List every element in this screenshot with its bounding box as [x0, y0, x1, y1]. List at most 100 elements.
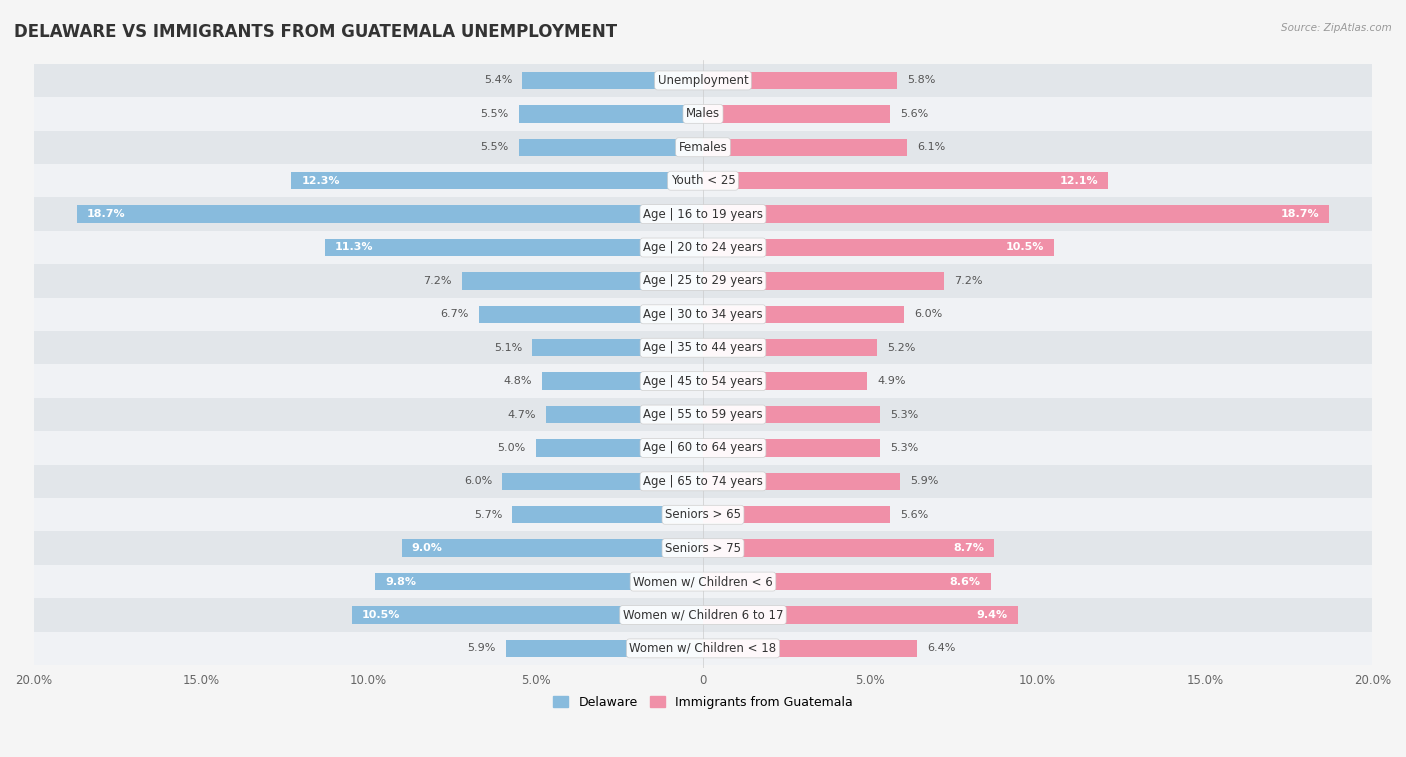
- Bar: [34, 64, 1372, 97]
- Bar: [402, 540, 703, 557]
- Bar: [34, 198, 1372, 231]
- Text: 5.3%: 5.3%: [890, 443, 918, 453]
- Text: 10.5%: 10.5%: [1007, 242, 1045, 253]
- Bar: [703, 139, 907, 156]
- Bar: [34, 531, 1372, 565]
- Text: 5.9%: 5.9%: [911, 476, 939, 486]
- Text: Age | 25 to 29 years: Age | 25 to 29 years: [643, 274, 763, 288]
- Bar: [291, 172, 703, 189]
- Bar: [703, 205, 1329, 223]
- Bar: [502, 472, 703, 490]
- Text: 5.4%: 5.4%: [484, 76, 512, 86]
- Text: 6.1%: 6.1%: [917, 142, 945, 152]
- Bar: [703, 172, 1108, 189]
- Bar: [352, 606, 703, 624]
- Bar: [519, 139, 703, 156]
- Bar: [703, 339, 877, 357]
- Bar: [703, 238, 1054, 256]
- Text: 6.0%: 6.0%: [914, 310, 942, 319]
- Text: Age | 35 to 44 years: Age | 35 to 44 years: [643, 341, 763, 354]
- Bar: [703, 640, 917, 657]
- Text: 10.5%: 10.5%: [361, 610, 399, 620]
- Bar: [506, 640, 703, 657]
- Bar: [34, 298, 1372, 331]
- Text: Females: Females: [679, 141, 727, 154]
- Text: 4.7%: 4.7%: [508, 410, 536, 419]
- Text: 12.1%: 12.1%: [1059, 176, 1098, 185]
- Bar: [325, 238, 703, 256]
- Bar: [703, 506, 890, 523]
- Bar: [703, 540, 994, 557]
- Text: Seniors > 75: Seniors > 75: [665, 542, 741, 555]
- Text: 5.0%: 5.0%: [498, 443, 526, 453]
- Text: 11.3%: 11.3%: [335, 242, 374, 253]
- Text: 5.1%: 5.1%: [494, 343, 522, 353]
- Text: Women w/ Children < 18: Women w/ Children < 18: [630, 642, 776, 655]
- Text: 4.8%: 4.8%: [503, 376, 533, 386]
- Text: 5.3%: 5.3%: [890, 410, 918, 419]
- Text: Age | 55 to 59 years: Age | 55 to 59 years: [643, 408, 763, 421]
- Text: 6.7%: 6.7%: [440, 310, 468, 319]
- Text: Source: ZipAtlas.com: Source: ZipAtlas.com: [1281, 23, 1392, 33]
- Bar: [77, 205, 703, 223]
- Bar: [522, 72, 703, 89]
- Text: 18.7%: 18.7%: [1281, 209, 1319, 219]
- Bar: [703, 372, 868, 390]
- Text: 12.3%: 12.3%: [301, 176, 340, 185]
- Bar: [533, 339, 703, 357]
- Bar: [703, 306, 904, 323]
- Text: Age | 20 to 24 years: Age | 20 to 24 years: [643, 241, 763, 254]
- Bar: [375, 573, 703, 590]
- Bar: [478, 306, 703, 323]
- Bar: [34, 264, 1372, 298]
- Text: 5.2%: 5.2%: [887, 343, 915, 353]
- Bar: [703, 439, 880, 456]
- Bar: [703, 472, 900, 490]
- Text: 7.2%: 7.2%: [955, 276, 983, 286]
- Text: 7.2%: 7.2%: [423, 276, 451, 286]
- Bar: [703, 273, 943, 290]
- Text: 4.9%: 4.9%: [877, 376, 905, 386]
- Text: 5.7%: 5.7%: [474, 509, 502, 520]
- Bar: [512, 506, 703, 523]
- Bar: [536, 439, 703, 456]
- Bar: [34, 431, 1372, 465]
- Text: Age | 60 to 64 years: Age | 60 to 64 years: [643, 441, 763, 454]
- Legend: Delaware, Immigrants from Guatemala: Delaware, Immigrants from Guatemala: [548, 691, 858, 714]
- Bar: [34, 130, 1372, 164]
- Bar: [34, 598, 1372, 631]
- Bar: [543, 372, 703, 390]
- Bar: [463, 273, 703, 290]
- Text: Women w/ Children 6 to 17: Women w/ Children 6 to 17: [623, 609, 783, 621]
- Text: DELAWARE VS IMMIGRANTS FROM GUATEMALA UNEMPLOYMENT: DELAWARE VS IMMIGRANTS FROM GUATEMALA UN…: [14, 23, 617, 41]
- Text: 5.6%: 5.6%: [900, 109, 929, 119]
- Text: 5.5%: 5.5%: [481, 109, 509, 119]
- Bar: [34, 631, 1372, 665]
- Bar: [34, 164, 1372, 198]
- Bar: [703, 406, 880, 423]
- Bar: [703, 573, 991, 590]
- Text: 9.4%: 9.4%: [977, 610, 1008, 620]
- Bar: [519, 105, 703, 123]
- Bar: [34, 331, 1372, 364]
- Text: 5.6%: 5.6%: [900, 509, 929, 520]
- Bar: [34, 97, 1372, 130]
- Bar: [34, 364, 1372, 398]
- Text: Seniors > 65: Seniors > 65: [665, 508, 741, 522]
- Bar: [703, 72, 897, 89]
- Text: Males: Males: [686, 107, 720, 120]
- Text: 5.9%: 5.9%: [467, 643, 495, 653]
- Text: Women w/ Children < 6: Women w/ Children < 6: [633, 575, 773, 588]
- Text: Age | 16 to 19 years: Age | 16 to 19 years: [643, 207, 763, 220]
- Text: Age | 65 to 74 years: Age | 65 to 74 years: [643, 475, 763, 488]
- Bar: [34, 565, 1372, 598]
- Text: 8.7%: 8.7%: [953, 544, 984, 553]
- Text: 6.0%: 6.0%: [464, 476, 492, 486]
- Text: 18.7%: 18.7%: [87, 209, 125, 219]
- Bar: [34, 498, 1372, 531]
- Bar: [34, 465, 1372, 498]
- Text: Youth < 25: Youth < 25: [671, 174, 735, 187]
- Bar: [703, 606, 1018, 624]
- Text: 6.4%: 6.4%: [928, 643, 956, 653]
- Text: 9.0%: 9.0%: [412, 544, 443, 553]
